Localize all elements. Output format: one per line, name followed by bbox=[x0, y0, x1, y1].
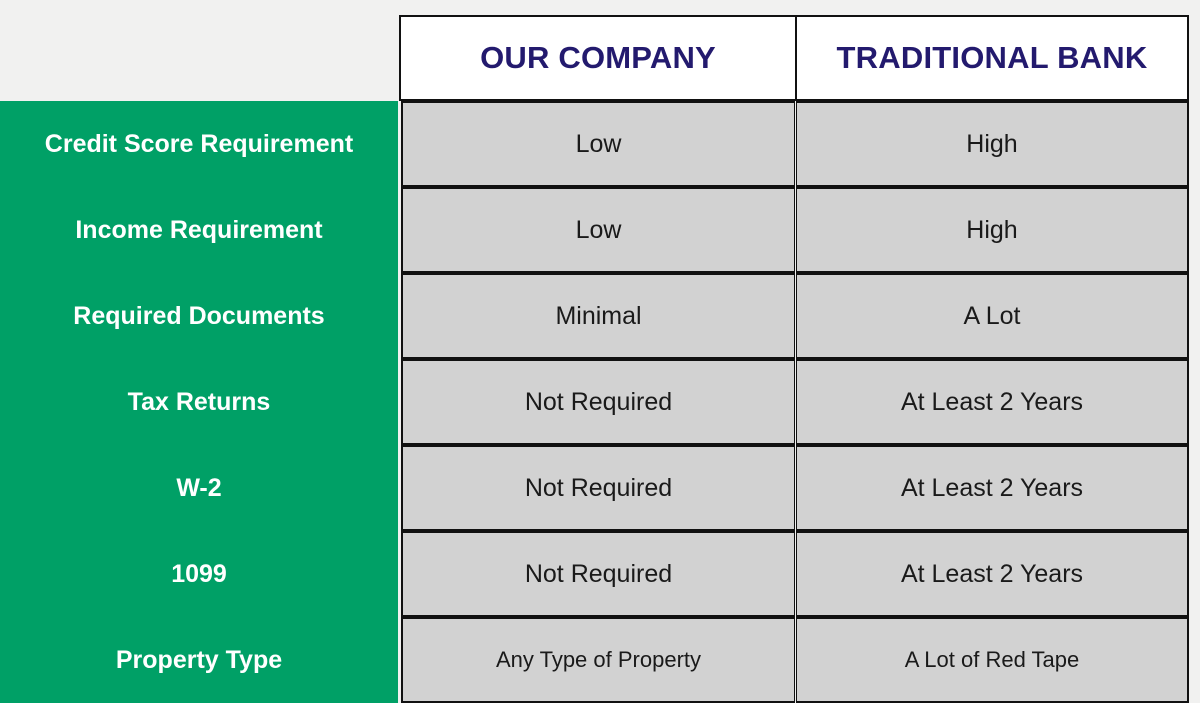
value-cell-traditional-bank: At Least 2 Years bbox=[796, 445, 1189, 531]
value-text: Low bbox=[575, 129, 622, 158]
row-label: Credit Score Requirement bbox=[44, 129, 354, 158]
value-text: At Least 2 Years bbox=[900, 387, 1084, 416]
row-label: W-2 bbox=[176, 473, 222, 502]
value-cell-our-company: Any Type of Property bbox=[401, 617, 795, 703]
value-cell-traditional-bank: High bbox=[796, 101, 1189, 187]
row-label: Tax Returns bbox=[127, 387, 271, 416]
row-label-cell: 1099 bbox=[0, 531, 398, 617]
row-label: Property Type bbox=[115, 645, 283, 674]
row-label-cell: Income Requirement bbox=[0, 187, 398, 273]
value-text: Not Required bbox=[524, 559, 673, 588]
header-cell-our-company: OUR COMPANY bbox=[399, 15, 796, 101]
value-text: Low bbox=[575, 215, 622, 244]
header-label-our-company: OUR COMPANY bbox=[480, 40, 716, 75]
value-text: A Lot of Red Tape bbox=[904, 647, 1080, 672]
value-cell-our-company: Not Required bbox=[401, 531, 795, 617]
value-cell-traditional-bank: High bbox=[796, 187, 1189, 273]
table-row: Required Documents Minimal A Lot bbox=[0, 273, 1200, 359]
table-row: Tax Returns Not Required At Least 2 Year… bbox=[0, 359, 1200, 445]
value-cell-traditional-bank: At Least 2 Years bbox=[796, 359, 1189, 445]
value-cell-traditional-bank: At Least 2 Years bbox=[796, 531, 1189, 617]
value-cell-our-company: Not Required bbox=[401, 359, 795, 445]
row-label: 1099 bbox=[171, 559, 227, 588]
row-label-cell: Tax Returns bbox=[0, 359, 398, 445]
header-cell-traditional-bank: TRADITIONAL BANK bbox=[796, 15, 1189, 101]
value-cell-our-company: Low bbox=[401, 187, 795, 273]
value-text: A Lot bbox=[963, 301, 1021, 330]
row-label-cell: Required Documents bbox=[0, 273, 398, 359]
header-label-traditional-bank: TRADITIONAL BANK bbox=[836, 40, 1148, 75]
table-header-row: OUR COMPANY TRADITIONAL BANK bbox=[0, 15, 1200, 101]
value-text: High bbox=[966, 129, 1018, 158]
value-text: At Least 2 Years bbox=[900, 473, 1084, 502]
table-row: 1099 Not Required At Least 2 Years bbox=[0, 531, 1200, 617]
table-row: Property Type Any Type of Property A Lot… bbox=[0, 617, 1200, 703]
row-label-cell: W-2 bbox=[0, 445, 398, 531]
value-text: At Least 2 Years bbox=[900, 559, 1084, 588]
value-cell-traditional-bank: A Lot bbox=[796, 273, 1189, 359]
value-text: Minimal bbox=[555, 301, 642, 330]
value-text: Not Required bbox=[524, 387, 673, 416]
table-row: Income Requirement Low High bbox=[0, 187, 1200, 273]
row-label-cell: Credit Score Requirement bbox=[0, 101, 398, 187]
row-label: Income Requirement bbox=[75, 215, 323, 244]
table-row: W-2 Not Required At Least 2 Years bbox=[0, 445, 1200, 531]
value-cell-our-company: Low bbox=[401, 101, 795, 187]
value-cell-our-company: Minimal bbox=[401, 273, 795, 359]
value-text: Not Required bbox=[524, 473, 673, 502]
value-cell-traditional-bank: A Lot of Red Tape bbox=[796, 617, 1189, 703]
value-text: Any Type of Property bbox=[495, 647, 702, 672]
row-label-cell: Property Type bbox=[0, 617, 398, 703]
value-text: High bbox=[966, 215, 1018, 244]
table-row: Credit Score Requirement Low High bbox=[0, 101, 1200, 187]
row-label: Required Documents bbox=[73, 301, 325, 330]
value-cell-our-company: Not Required bbox=[401, 445, 795, 531]
